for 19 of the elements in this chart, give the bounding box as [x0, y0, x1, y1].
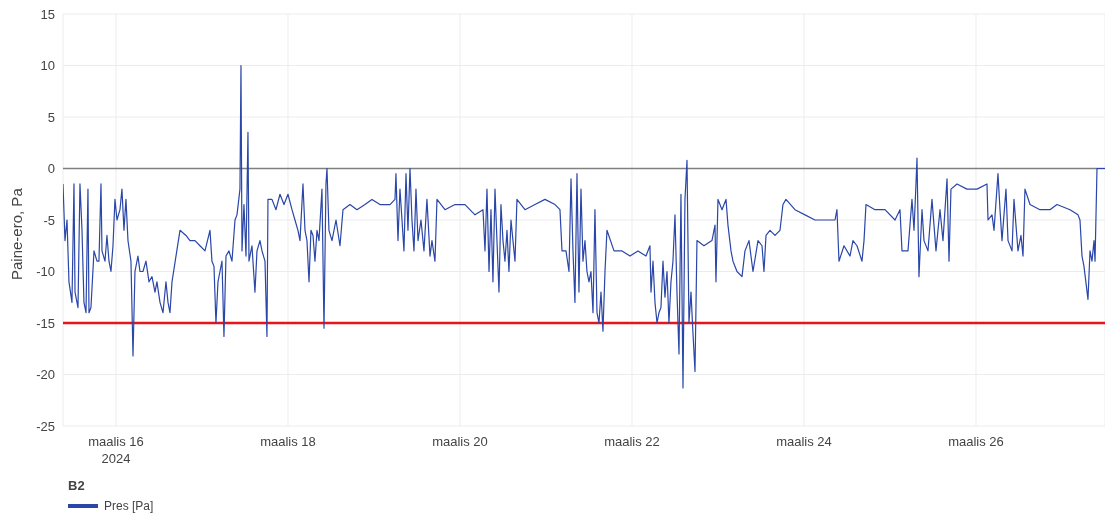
y-tick-label: 5: [47, 109, 55, 125]
x-tick-label: maalis 20: [432, 434, 488, 449]
y-axis-title: Paine-ero, Pa: [8, 187, 26, 280]
y-tick-label: 15: [40, 6, 55, 22]
x-tick-label: maalis 22: [604, 434, 660, 449]
y-tick-label: -5: [43, 212, 55, 228]
x-tick-label: maalis 16 2024: [88, 434, 144, 466]
line-series: [63, 64, 1105, 389]
y-tick-label: 0: [47, 161, 55, 177]
y-tick-label: -15: [36, 315, 55, 331]
x-tick-label: maalis 26: [948, 434, 1004, 449]
legend-label: Pres [Pa]: [104, 499, 154, 513]
y-tick-label: -25: [36, 418, 55, 434]
x-tick-label: maalis 24: [776, 434, 832, 449]
legend-title: B2: [68, 478, 86, 493]
y-tick-label: -10: [36, 264, 55, 280]
x-tick-label: maalis 18: [260, 434, 316, 449]
y-tick-label: 10: [40, 58, 55, 74]
y-tick-label: -20: [36, 367, 55, 383]
